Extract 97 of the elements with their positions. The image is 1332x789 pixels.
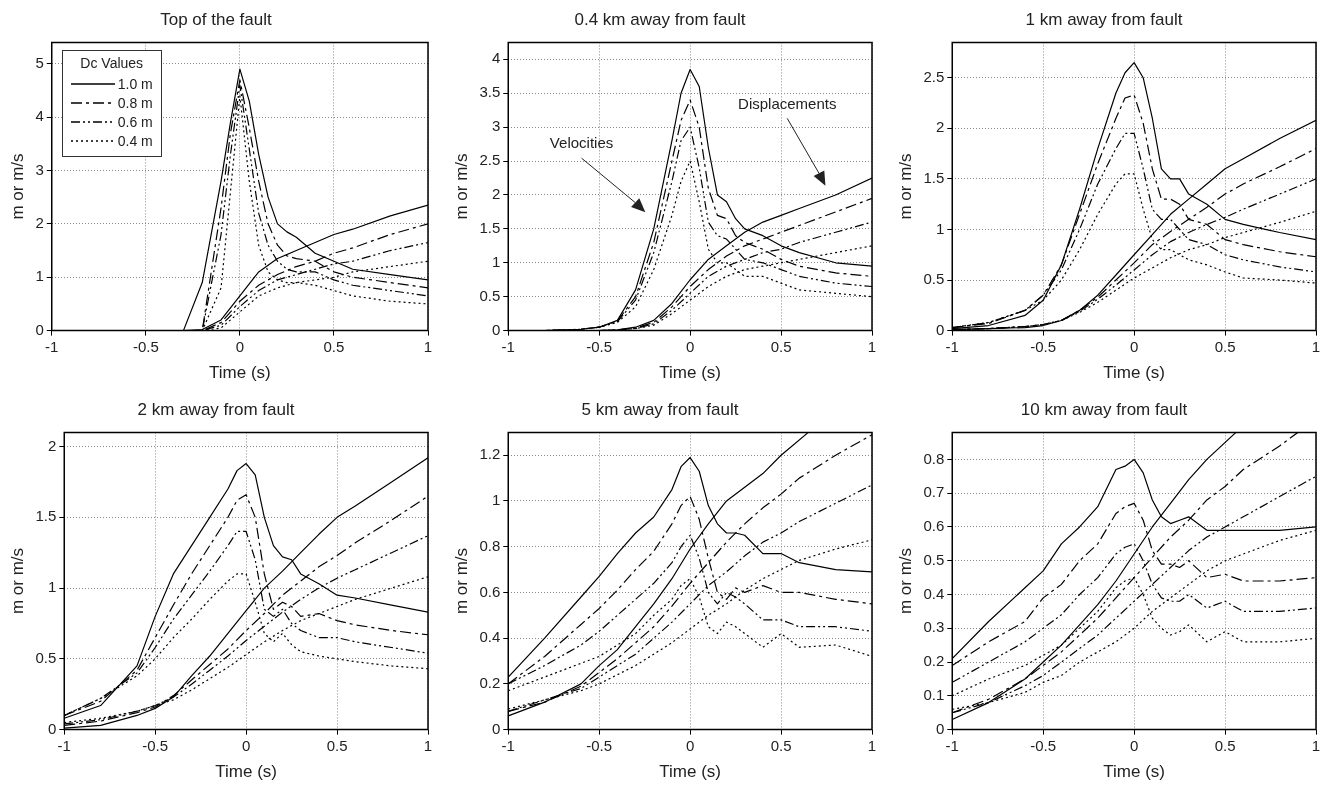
- x-axis-title: Time (s): [1103, 363, 1165, 383]
- y-tick-label: 2: [35, 214, 44, 231]
- x-tick-label: 0: [241, 736, 251, 754]
- y-tick-label: 2: [47, 436, 57, 454]
- annotation: Displacements: [738, 94, 837, 112]
- x-tick-label: -0.5: [586, 736, 613, 754]
- x-tick-label: 0: [1129, 337, 1139, 355]
- y-tick-label: 3: [35, 160, 44, 178]
- legend-title: Dc Values: [79, 55, 145, 72]
- x-tick-label: 1: [423, 337, 433, 355]
- chart-title: Top of the fault: [160, 9, 273, 29]
- x-tick-label: 0.5: [323, 337, 345, 355]
- x-tick-label: 0.5: [1214, 736, 1236, 754]
- legend-label: 1.0 m: [117, 75, 153, 92]
- y-tick-label: 2.5: [923, 67, 945, 85]
- y-tick-label: 0: [35, 320, 44, 338]
- y-tick-label: 1.2: [479, 445, 501, 463]
- y-tick-label: 0.5: [479, 286, 501, 304]
- x-tick-label: -1: [945, 337, 959, 355]
- x-axis-title: Time (s): [659, 363, 721, 383]
- y-tick-label: 1: [935, 219, 945, 237]
- x-tick-label: -1: [501, 337, 515, 355]
- x-tick-label: 1: [423, 736, 433, 754]
- x-tick-label: 0: [235, 337, 245, 355]
- x-tick-label: -1: [57, 736, 71, 754]
- x-axis-title: Time (s): [659, 762, 721, 782]
- x-tick-label: -0.5: [132, 337, 159, 355]
- y-tick-label: 2: [935, 118, 945, 136]
- x-tick-label: 1: [1311, 736, 1321, 754]
- legend-label: 0.4 m: [117, 132, 153, 149]
- x-tick-label: -1: [945, 736, 959, 754]
- y-tick-label: 0.2: [923, 652, 945, 670]
- y-tick-label: 4: [491, 49, 501, 67]
- x-tick-label: 0.5: [1214, 337, 1236, 355]
- x-axis-title: Time (s): [209, 363, 271, 383]
- x-tick-label: -0.5: [1030, 736, 1057, 754]
- chart-title: 5 km away from fault: [581, 399, 739, 419]
- y-axis-title: m or m/s: [895, 547, 915, 615]
- chart-title: 0.4 km away from fault: [574, 9, 746, 29]
- chart-title: 2 km away from fault: [137, 399, 295, 419]
- y-tick-label: 0: [935, 719, 945, 737]
- x-tick-label: 0.5: [770, 736, 792, 754]
- y-tick-label: 0.1: [923, 685, 945, 703]
- x-tick-label: 1: [1311, 337, 1321, 355]
- x-tick-label: 0: [1129, 736, 1139, 754]
- chart-title: 1 km away from fault: [1025, 9, 1183, 29]
- x-tick-label: 0.5: [770, 337, 792, 355]
- y-tick-label: 3.5: [479, 83, 501, 101]
- y-tick-label: 4: [35, 107, 44, 125]
- y-tick-label: 0.8: [479, 536, 501, 554]
- x-tick-label: -1: [501, 736, 515, 754]
- y-tick-label: 0: [491, 320, 501, 338]
- y-tick-label: 1.5: [35, 507, 57, 525]
- y-tick-label: 2.5: [479, 151, 501, 169]
- legend-label: 0.6 m: [117, 113, 153, 130]
- x-tick-label: 0: [685, 736, 695, 754]
- x-tick-label: -0.5: [1030, 337, 1057, 355]
- annotation: Velocities: [549, 134, 614, 152]
- y-tick-label: 0.3: [923, 618, 945, 636]
- y-tick-label: 1: [491, 491, 501, 509]
- y-tick-label: 1.5: [479, 219, 501, 237]
- y-tick-label: 0.6: [479, 582, 501, 600]
- y-tick-label: 0.4: [923, 584, 945, 602]
- y-tick-label: 0.8: [923, 449, 945, 467]
- x-tick-label: -0.5: [142, 736, 169, 754]
- y-axis-title: m or m/s: [451, 153, 471, 220]
- y-tick-label: 1: [35, 267, 44, 285]
- x-tick-label: 0.5: [326, 736, 348, 754]
- y-tick-label: 0: [47, 719, 57, 737]
- y-tick-label: 0.4: [479, 628, 501, 646]
- y-axis-title: m or m/s: [895, 153, 915, 220]
- y-tick-label: 0.5: [35, 648, 57, 666]
- y-axis-title: m or m/s: [451, 547, 471, 615]
- y-tick-label: 2: [491, 185, 501, 203]
- legend-label: 0.8 m: [117, 94, 153, 111]
- x-tick-label: 1: [867, 736, 877, 754]
- chart-title: 10 km away from fault: [1020, 399, 1188, 419]
- x-tick-label: -1: [45, 337, 59, 355]
- y-tick-label: 0.7: [923, 483, 945, 501]
- x-tick-label: 1: [867, 337, 877, 355]
- x-axis-title: Time (s): [215, 762, 277, 782]
- y-axis-title: m or m/s: [7, 153, 27, 220]
- x-tick-label: 0: [685, 337, 695, 355]
- y-tick-label: 0: [491, 719, 501, 737]
- y-tick-label: 1: [491, 252, 501, 270]
- x-axis-title: Time (s): [1103, 762, 1165, 782]
- y-axis-title: m or m/s: [7, 547, 27, 615]
- y-tick-label: 0.2: [479, 674, 501, 692]
- y-tick-label: 1: [47, 578, 57, 596]
- y-tick-label: 0.5: [923, 550, 945, 568]
- y-tick-label: 5: [35, 53, 44, 71]
- y-tick-label: 0: [935, 320, 945, 338]
- y-tick-label: 0.6: [923, 517, 945, 535]
- y-tick-label: 3: [491, 117, 501, 135]
- y-tick-label: 1.5: [923, 169, 945, 187]
- x-tick-label: -0.5: [586, 337, 613, 355]
- y-tick-label: 0.5: [923, 270, 945, 288]
